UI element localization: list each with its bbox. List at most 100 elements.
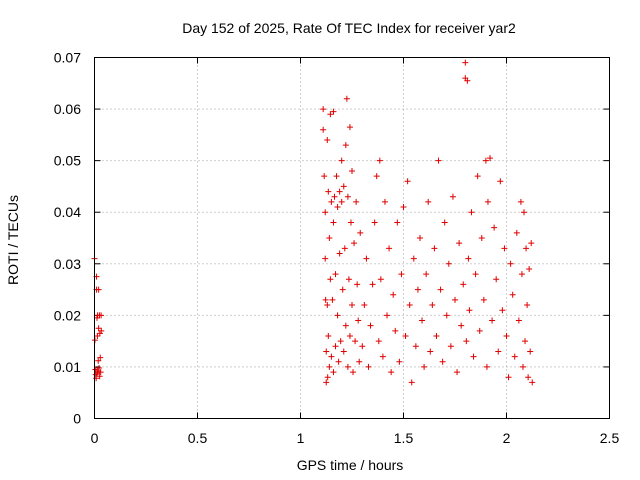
data-point <box>388 369 395 376</box>
data-point <box>396 358 403 365</box>
data-point <box>96 330 103 337</box>
data-point <box>425 198 432 205</box>
data-point <box>325 188 332 195</box>
data-point <box>404 178 411 185</box>
data-point <box>353 198 360 205</box>
data-point <box>320 126 327 133</box>
data-point <box>414 286 421 293</box>
data-point <box>527 348 534 355</box>
data-point <box>474 173 481 180</box>
data-point <box>412 343 419 350</box>
data-point <box>326 235 333 241</box>
data-point <box>484 198 491 205</box>
data-point <box>354 281 361 288</box>
data-point <box>501 245 508 252</box>
axis-ticks <box>94 57 610 419</box>
data-point <box>449 193 456 200</box>
data-point <box>522 338 529 345</box>
data-point <box>483 363 490 370</box>
data-point <box>472 271 479 278</box>
data-point <box>342 142 349 149</box>
y-tick-labels: 0 0.01 0.02 0.03 0.04 0.05 0.06 0.07 <box>54 50 81 427</box>
y-tick-label: 0.07 <box>54 50 81 66</box>
data-point <box>365 363 372 370</box>
data-point <box>470 353 477 360</box>
data-point <box>454 369 461 376</box>
data-point <box>491 224 498 231</box>
data-point <box>322 296 329 303</box>
data-point <box>526 265 533 272</box>
data-point <box>324 137 331 144</box>
data-point <box>326 363 333 370</box>
x-tick-label: 1.5 <box>394 430 414 446</box>
y-tick-label: 0 <box>73 411 81 427</box>
data-point <box>97 354 104 361</box>
data-point <box>330 108 337 115</box>
data-point <box>489 317 496 324</box>
data-point <box>392 327 399 334</box>
data-point <box>356 358 363 365</box>
y-tick-label: 0.05 <box>54 153 81 169</box>
data-point <box>462 59 469 66</box>
data-point <box>95 286 102 293</box>
data-point <box>344 363 351 370</box>
data-point <box>367 322 374 329</box>
data-point <box>431 245 438 252</box>
data-point <box>95 325 102 332</box>
data-point <box>478 235 485 241</box>
data-point <box>346 124 353 131</box>
data-point <box>359 343 366 350</box>
data-point <box>330 369 337 376</box>
data-point <box>331 193 338 200</box>
data-point <box>525 374 532 381</box>
data-point <box>482 157 489 164</box>
data-point <box>333 173 340 180</box>
data-point <box>464 77 471 84</box>
data-point <box>419 317 426 324</box>
data-point <box>340 348 347 355</box>
data-point <box>437 286 444 293</box>
data-point <box>321 173 328 180</box>
data-point <box>369 281 376 288</box>
data-point <box>515 317 522 324</box>
data-point <box>400 204 407 211</box>
data-point <box>416 235 423 241</box>
data-point <box>421 363 428 370</box>
data-point <box>406 302 413 309</box>
data-point <box>379 353 386 360</box>
data-point <box>349 167 355 174</box>
data-point <box>96 373 103 380</box>
data-point <box>517 198 524 205</box>
data-point <box>452 296 458 303</box>
data-point <box>342 322 349 329</box>
data-point <box>349 302 355 309</box>
data-point <box>518 271 525 278</box>
data-point <box>320 106 327 113</box>
data-point <box>386 245 393 252</box>
data-point <box>410 255 417 262</box>
data-point <box>456 240 463 247</box>
data-point <box>335 358 342 365</box>
data-point <box>433 332 440 339</box>
data-point <box>339 286 346 293</box>
data-point <box>458 322 465 329</box>
data-point <box>524 302 531 309</box>
data-point <box>441 219 448 226</box>
data-point <box>345 276 352 283</box>
data-point <box>324 302 331 309</box>
data-point <box>328 353 335 360</box>
data-point <box>423 271 430 278</box>
x-tick-labels: 0 0.5 1 1.5 2 2.5 <box>91 430 620 446</box>
data-point <box>509 291 516 298</box>
data-point <box>487 155 494 162</box>
data-point <box>336 250 343 257</box>
data-point <box>511 353 518 360</box>
data-point <box>480 296 487 303</box>
plot-frame <box>94 57 610 419</box>
data-point <box>338 198 345 205</box>
data-point <box>466 307 473 314</box>
data-point <box>98 312 105 319</box>
data-point <box>429 302 436 309</box>
data-point <box>384 312 391 319</box>
y-tick-label: 0.04 <box>54 204 81 220</box>
